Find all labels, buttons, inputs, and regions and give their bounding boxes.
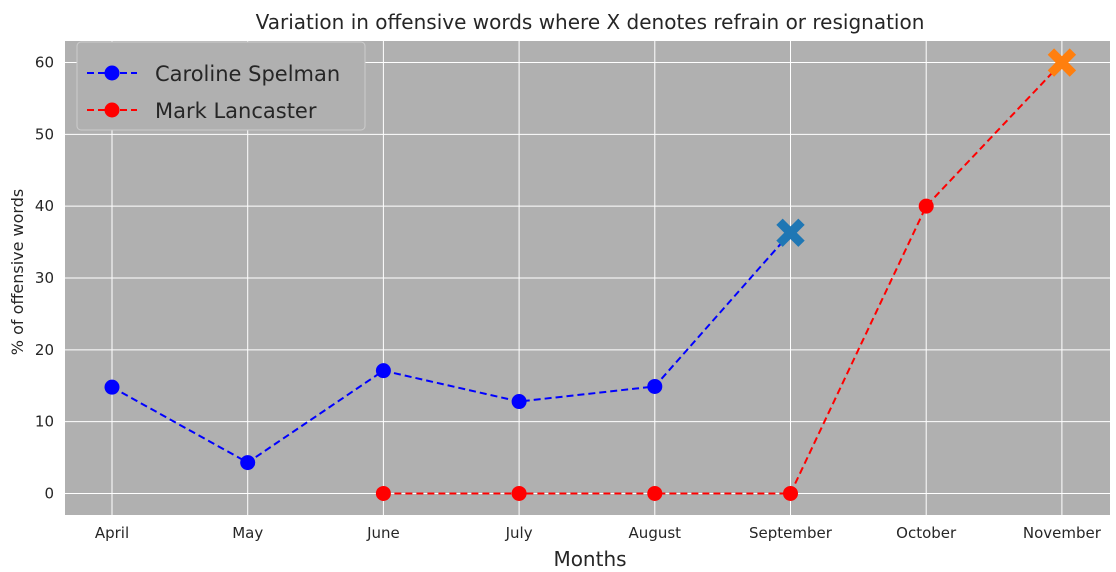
grid: [65, 41, 1110, 515]
data-point-0: [104, 379, 120, 395]
end-marker-x-1: [1047, 48, 1077, 77]
y-tick-label: 10: [35, 413, 54, 431]
legend-marker: [104, 65, 120, 81]
data-point-0: [240, 455, 256, 471]
series-markers: [104, 48, 1077, 501]
x-axis-label: Months: [553, 547, 626, 571]
data-point-1: [783, 485, 798, 501]
x-axis-ticks: April May June July August September October No…: [95, 524, 1102, 542]
y-tick-label: 40: [35, 197, 54, 215]
y-tick-label: 20: [35, 341, 54, 359]
x-tick-label: July: [505, 524, 533, 542]
legend-box: [76, 41, 366, 131]
x-tick-label: April: [95, 524, 129, 542]
legend-marker: [104, 102, 120, 118]
series-line-1: [383, 61, 1063, 495]
data-point-1: [918, 198, 934, 214]
data-point-0: [511, 394, 527, 410]
y-axis-ticks: 0 10 20 30 40 50 60: [35, 54, 54, 503]
series-lines: [111, 61, 1063, 495]
x-tick-label: October: [896, 524, 957, 542]
x-tick-label: May: [232, 524, 263, 542]
y-tick-label: 0: [44, 484, 54, 502]
y-tick-label: 60: [35, 54, 54, 72]
x-tick-label: September: [749, 524, 833, 542]
y-tick-label: 50: [35, 125, 54, 143]
x-tick-label: June: [366, 524, 400, 542]
y-axis-label: % of offensive words: [8, 189, 27, 355]
x-tick-label: November: [1023, 524, 1102, 542]
data-point-1: [647, 485, 663, 501]
data-point-0: [647, 378, 663, 394]
legend-label: Mark Lancaster: [155, 99, 317, 123]
data-point-0: [375, 363, 391, 379]
data-point-1: [375, 485, 391, 501]
x-tick-label: August: [629, 524, 682, 542]
chart-title: Variation in offensive words where X den…: [256, 10, 925, 34]
legend-label: Caroline Spelman: [155, 62, 340, 86]
legend: Caroline Spelman Mark Lancaster: [76, 41, 366, 131]
y-tick-label: 30: [35, 269, 54, 287]
series-line-0: [111, 232, 792, 464]
data-point-1: [511, 485, 527, 501]
end-marker-x-0: [776, 218, 805, 247]
